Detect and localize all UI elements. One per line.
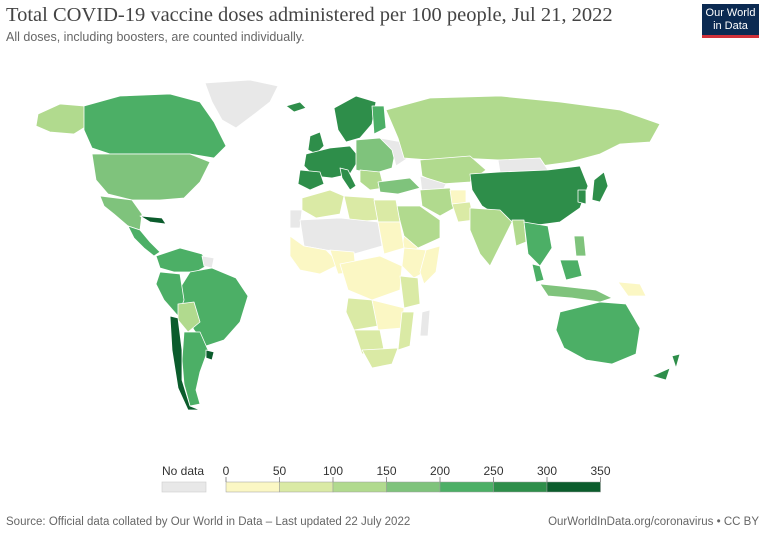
region-uk[interactable]	[307, 131, 325, 155]
legend-scale	[225, 477, 601, 493]
region-angola[interactable]	[345, 297, 379, 331]
region-new-zealand-south[interactable]	[651, 367, 671, 381]
legend-tick-label: 0	[222, 464, 230, 478]
legend-bin[interactable]	[493, 481, 548, 493]
region-bolivia[interactable]	[177, 301, 201, 333]
chart-title: Total COVID-19 vaccine doses administere…	[6, 4, 613, 26]
region-western-sahara[interactable]	[289, 209, 303, 229]
legend-tick-label: 100	[322, 464, 344, 478]
chart-subtitle: All doses, including boosters, are count…	[6, 30, 305, 44]
region-indochina[interactable]	[523, 221, 553, 267]
region-madagascar[interactable]	[419, 309, 431, 337]
region-mozambique[interactable]	[397, 311, 415, 351]
region-usa[interactable]	[91, 153, 211, 201]
legend-tick-label: 250	[483, 464, 504, 478]
region-greenland[interactable]	[204, 79, 279, 129]
logo-line-1: Our World	[705, 7, 756, 19]
region-cuba[interactable]	[139, 215, 167, 225]
region-japan[interactable]	[591, 171, 609, 203]
legend-bin[interactable]	[386, 481, 441, 493]
owid-logo[interactable]: Our World in Data	[702, 4, 759, 38]
region-kazakhstan[interactable]	[419, 155, 487, 185]
region-indonesia[interactable]	[539, 283, 613, 303]
region-finland[interactable]	[371, 105, 387, 135]
region-australia[interactable]	[555, 301, 641, 365]
logo-line-2: in Data	[713, 20, 748, 32]
region-northern-south-america[interactable]	[155, 247, 211, 273]
legend-tick-label: 150	[376, 464, 397, 478]
region-central-america[interactable]	[127, 225, 161, 257]
source-link[interactable]: OurWorldInData.org/coronavirus • CC BY	[548, 516, 759, 528]
legend-tick-label: 200	[429, 464, 451, 478]
region-malaysia[interactable]	[531, 263, 545, 283]
region-balkans[interactable]	[359, 169, 385, 191]
legend-bin[interactable]	[546, 481, 601, 493]
region-india[interactable]	[469, 207, 513, 267]
legend-bin[interactable]	[332, 481, 387, 493]
region-iberia[interactable]	[297, 169, 325, 191]
region-myanmar[interactable]	[511, 219, 527, 247]
legend-bin[interactable]	[439, 481, 494, 493]
region-borneo[interactable]	[559, 259, 583, 281]
region-uruguay[interactable]	[205, 349, 215, 361]
legend-tick-label: 300	[536, 464, 558, 478]
region-alaska[interactable]	[35, 103, 91, 135]
region-central-africa[interactable]	[339, 255, 403, 301]
legend-no-data-label: No data	[162, 464, 205, 478]
region-iran[interactable]	[419, 187, 459, 217]
legend-tick-label: 350	[590, 464, 611, 478]
region-korea[interactable]	[577, 189, 587, 205]
region-new-zealand[interactable]	[671, 353, 681, 369]
region-somalia[interactable]	[419, 245, 441, 285]
region-russia[interactable]	[385, 95, 661, 167]
region-canada[interactable]	[83, 93, 227, 159]
region-west-africa[interactable]	[289, 235, 341, 275]
region-chile[interactable]	[169, 315, 201, 411]
legend-bin[interactable]	[225, 481, 280, 493]
legend-tick-label: 50	[272, 464, 287, 478]
region-philippines[interactable]	[573, 235, 587, 257]
region-iceland[interactable]	[285, 101, 307, 113]
region-south-africa[interactable]	[361, 347, 399, 369]
legend-bin[interactable]	[279, 481, 334, 493]
region-east-africa[interactable]	[399, 275, 421, 309]
region-png[interactable]	[617, 281, 647, 297]
region-turkey[interactable]	[377, 177, 421, 195]
legend-no-data-swatch[interactable]	[161, 481, 207, 493]
region-argentina[interactable]	[181, 331, 209, 407]
region-scandinavia[interactable]	[333, 95, 377, 143]
region-italy[interactable]	[339, 167, 357, 191]
source-note: Source: Official data collated by Our Wo…	[6, 516, 411, 528]
world-map	[35, 79, 681, 411]
